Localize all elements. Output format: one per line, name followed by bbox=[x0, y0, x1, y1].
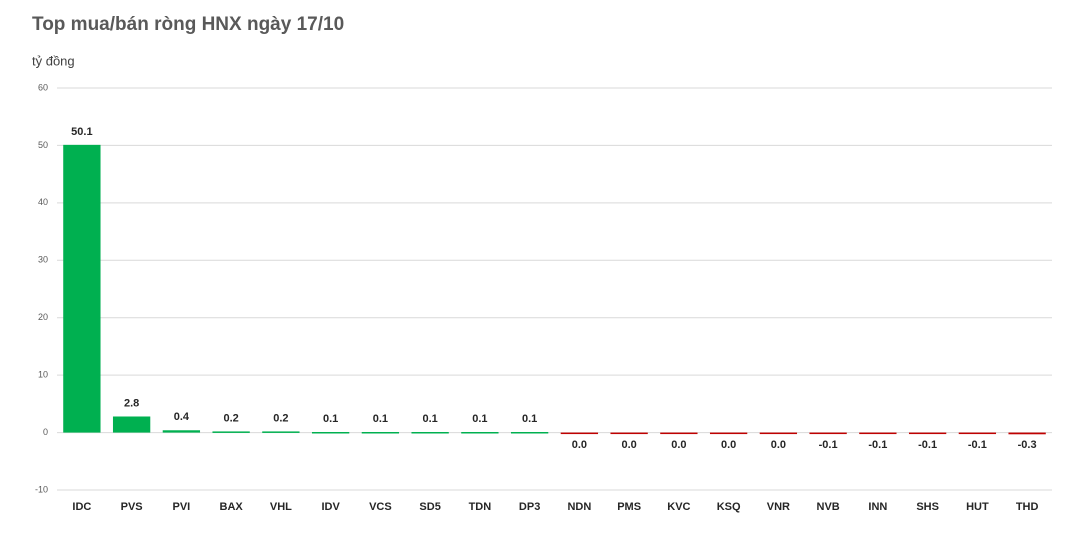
bar bbox=[560, 432, 599, 435]
data-label: 2.8 bbox=[124, 397, 139, 409]
x-tick-label: THD bbox=[1016, 501, 1039, 513]
bar bbox=[809, 432, 847, 435]
bar bbox=[63, 144, 101, 433]
data-label: 0.0 bbox=[671, 439, 686, 451]
bar bbox=[311, 431, 350, 434]
bar bbox=[759, 432, 798, 435]
data-label: -0.1 bbox=[918, 439, 937, 451]
bar bbox=[958, 432, 997, 435]
x-tick-label: BAX bbox=[220, 501, 244, 513]
y-tick-label: 30 bbox=[38, 255, 48, 265]
x-tick-label: SHS bbox=[916, 501, 939, 513]
bar bbox=[859, 432, 897, 435]
bar bbox=[361, 431, 400, 434]
x-tick-label: PMS bbox=[617, 501, 641, 513]
bar bbox=[162, 430, 201, 433]
data-label: 0.2 bbox=[223, 412, 238, 424]
y-tick-label: 60 bbox=[38, 82, 48, 92]
data-label: 0.0 bbox=[621, 439, 636, 451]
y-tick-label: 20 bbox=[38, 312, 48, 322]
bar bbox=[212, 431, 250, 433]
x-tick-label: NVB bbox=[817, 501, 840, 513]
bar bbox=[112, 416, 151, 433]
data-label: 50.1 bbox=[71, 126, 92, 138]
data-label: -0.1 bbox=[868, 439, 887, 451]
x-tick-label: SD5 bbox=[419, 501, 440, 513]
y-tick-label: 10 bbox=[38, 370, 48, 380]
y-tick-label: 50 bbox=[38, 140, 48, 150]
x-tick-label: KVC bbox=[667, 501, 690, 513]
x-tick-label: VNR bbox=[767, 501, 790, 513]
data-label: 0.0 bbox=[771, 439, 786, 451]
bar bbox=[660, 432, 698, 435]
data-label: 0.4 bbox=[174, 411, 190, 423]
bar bbox=[411, 431, 449, 434]
bar bbox=[908, 432, 947, 435]
x-tick-label: PVS bbox=[121, 501, 143, 513]
bar bbox=[709, 432, 748, 435]
chart-subtitle: tỷ đồng bbox=[32, 53, 75, 68]
x-tick-label: IDC bbox=[72, 501, 91, 513]
x-tick-label: PVI bbox=[173, 501, 191, 513]
data-label: -0.1 bbox=[968, 439, 987, 451]
x-tick-label: IDV bbox=[321, 501, 340, 513]
data-label: 0.2 bbox=[273, 412, 288, 424]
bar bbox=[610, 432, 648, 435]
x-tick-label: NDN bbox=[567, 501, 591, 513]
data-label: 0.0 bbox=[572, 439, 587, 451]
x-tick-label: VHL bbox=[270, 501, 292, 513]
x-tick-label: KSQ bbox=[717, 501, 741, 513]
data-label: -0.3 bbox=[1018, 439, 1037, 451]
x-tick-label: INN bbox=[868, 501, 887, 513]
data-label: 0.1 bbox=[373, 413, 388, 425]
bar bbox=[461, 431, 499, 434]
x-tick-label: HUT bbox=[966, 501, 989, 513]
data-label: 0.1 bbox=[472, 413, 487, 425]
bar bbox=[510, 431, 549, 434]
chart-title: Top mua/bán ròng HNX ngày 17/10 bbox=[32, 14, 344, 35]
data-label: 0.1 bbox=[323, 413, 338, 425]
x-tick-label: VCS bbox=[369, 501, 392, 513]
y-tick-label: -10 bbox=[35, 484, 48, 494]
y-tick-label: 40 bbox=[38, 197, 48, 207]
y-tick-label: 0 bbox=[43, 427, 48, 437]
bar bbox=[1008, 432, 1046, 435]
x-tick-label: DP3 bbox=[519, 501, 540, 513]
x-tick-label: TDN bbox=[469, 501, 492, 513]
data-label: -0.1 bbox=[819, 439, 838, 451]
data-label: 0.1 bbox=[422, 413, 437, 425]
bar bbox=[262, 431, 300, 433]
data-label: 0.0 bbox=[721, 439, 736, 451]
data-label: 0.1 bbox=[522, 413, 537, 425]
